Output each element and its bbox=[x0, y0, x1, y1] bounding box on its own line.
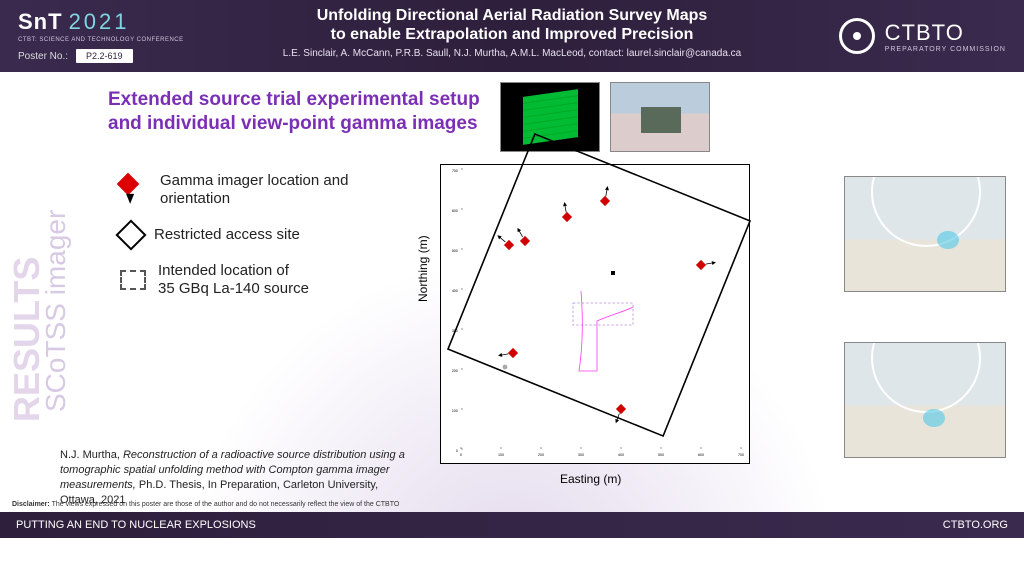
svg-text:200: 200 bbox=[538, 453, 544, 457]
poster-label: Poster No.: bbox=[18, 51, 68, 62]
snt-text: SnT bbox=[18, 9, 63, 35]
svg-text:100: 100 bbox=[452, 409, 458, 413]
title-line2: to enable Extrapolation and Improved Pre… bbox=[232, 25, 792, 44]
svg-text:600: 600 bbox=[698, 453, 704, 457]
svg-text:700: 700 bbox=[738, 453, 744, 457]
section-title-l1: Extended source trial experimental setup bbox=[108, 88, 480, 112]
legend-restricted: Restricted access site bbox=[120, 224, 370, 246]
title-line1: Unfolding Directional Aerial Radiation S… bbox=[232, 6, 792, 25]
poster-number: P2.2-619 bbox=[76, 49, 133, 63]
legend-gamma: Gamma imager location and orientation bbox=[120, 172, 370, 208]
section-title: Extended source trial experimental setup… bbox=[108, 88, 480, 136]
section-title-l2: and individual view-point gamma images bbox=[108, 112, 480, 136]
ctbto-icon bbox=[839, 18, 875, 54]
legend-restricted-text: Restricted access site bbox=[154, 226, 300, 244]
gamma-image-2 bbox=[844, 342, 1006, 458]
restrict-icon bbox=[115, 219, 146, 250]
svg-text:0: 0 bbox=[460, 453, 462, 457]
org-sub: PREPARATORY COMMISSION bbox=[885, 46, 1006, 53]
map-chart: 0100200300400500600700010020030040050060… bbox=[440, 164, 750, 464]
header-bar: SnT 2021 CTBT: SCIENCE AND TECHNOLOGY CO… bbox=[0, 0, 1024, 72]
side-photos bbox=[844, 176, 1006, 458]
org-logo: CTBTO PREPARATORY COMMISSION bbox=[839, 18, 1006, 54]
gamma-image-1 bbox=[844, 176, 1006, 292]
svg-text:200: 200 bbox=[452, 369, 458, 373]
svg-text:500: 500 bbox=[658, 453, 664, 457]
title-block: Unfolding Directional Aerial Radiation S… bbox=[232, 6, 792, 59]
svg-text:600: 600 bbox=[452, 209, 458, 213]
vehicle-thumb bbox=[610, 82, 710, 152]
y-axis-label: Northing (m) bbox=[416, 235, 430, 302]
footer: PUTTING AN END TO NUCLEAR EXPLOSIONS CTB… bbox=[0, 512, 1024, 538]
svg-text:500: 500 bbox=[452, 249, 458, 253]
diamond-icon bbox=[117, 173, 140, 196]
conference-logo: SnT 2021 CTBT: SCIENCE AND TECHNOLOGY CO… bbox=[18, 9, 184, 63]
legend-intended: Intended location of 35 GBq La-140 sourc… bbox=[120, 262, 370, 298]
citation: N.J. Murtha, Reconstruction of a radioac… bbox=[60, 448, 410, 507]
org-name: CTBTO bbox=[885, 20, 1006, 46]
intended-icon bbox=[120, 270, 146, 290]
authors: L.E. Sinclair, A. McCann, P.R.B. Saull, … bbox=[232, 48, 792, 59]
legend-gamma-text: Gamma imager location and orientation bbox=[160, 172, 370, 208]
svg-text:0: 0 bbox=[456, 449, 458, 453]
legend-intended-text: Intended location of 35 GBq La-140 sourc… bbox=[158, 262, 309, 298]
svg-text:400: 400 bbox=[452, 289, 458, 293]
disclaimer: Disclaimer: The views expressed on this … bbox=[12, 501, 399, 508]
svg-text:700: 700 bbox=[452, 169, 458, 173]
footer-left: PUTTING AN END TO NUCLEAR EXPLOSIONS bbox=[16, 519, 256, 531]
svg-text:100: 100 bbox=[498, 453, 504, 457]
legend: Gamma imager location and orientation Re… bbox=[120, 172, 370, 298]
snt-year: 2021 bbox=[69, 9, 130, 35]
body: RESULTS SCoTSS imager Extended source tr… bbox=[0, 72, 1024, 538]
x-axis-label: Easting (m) bbox=[560, 472, 621, 486]
logo-subtitle: CTBT: SCIENCE AND TECHNOLOGY CONFERENCE bbox=[18, 37, 184, 43]
svg-text:300: 300 bbox=[578, 453, 584, 457]
svg-text:400: 400 bbox=[618, 453, 624, 457]
footer-right: CTBTO.ORG bbox=[943, 519, 1008, 531]
side-subtitle: SCoTSS imager bbox=[40, 210, 72, 412]
detector-thumb bbox=[500, 82, 600, 152]
